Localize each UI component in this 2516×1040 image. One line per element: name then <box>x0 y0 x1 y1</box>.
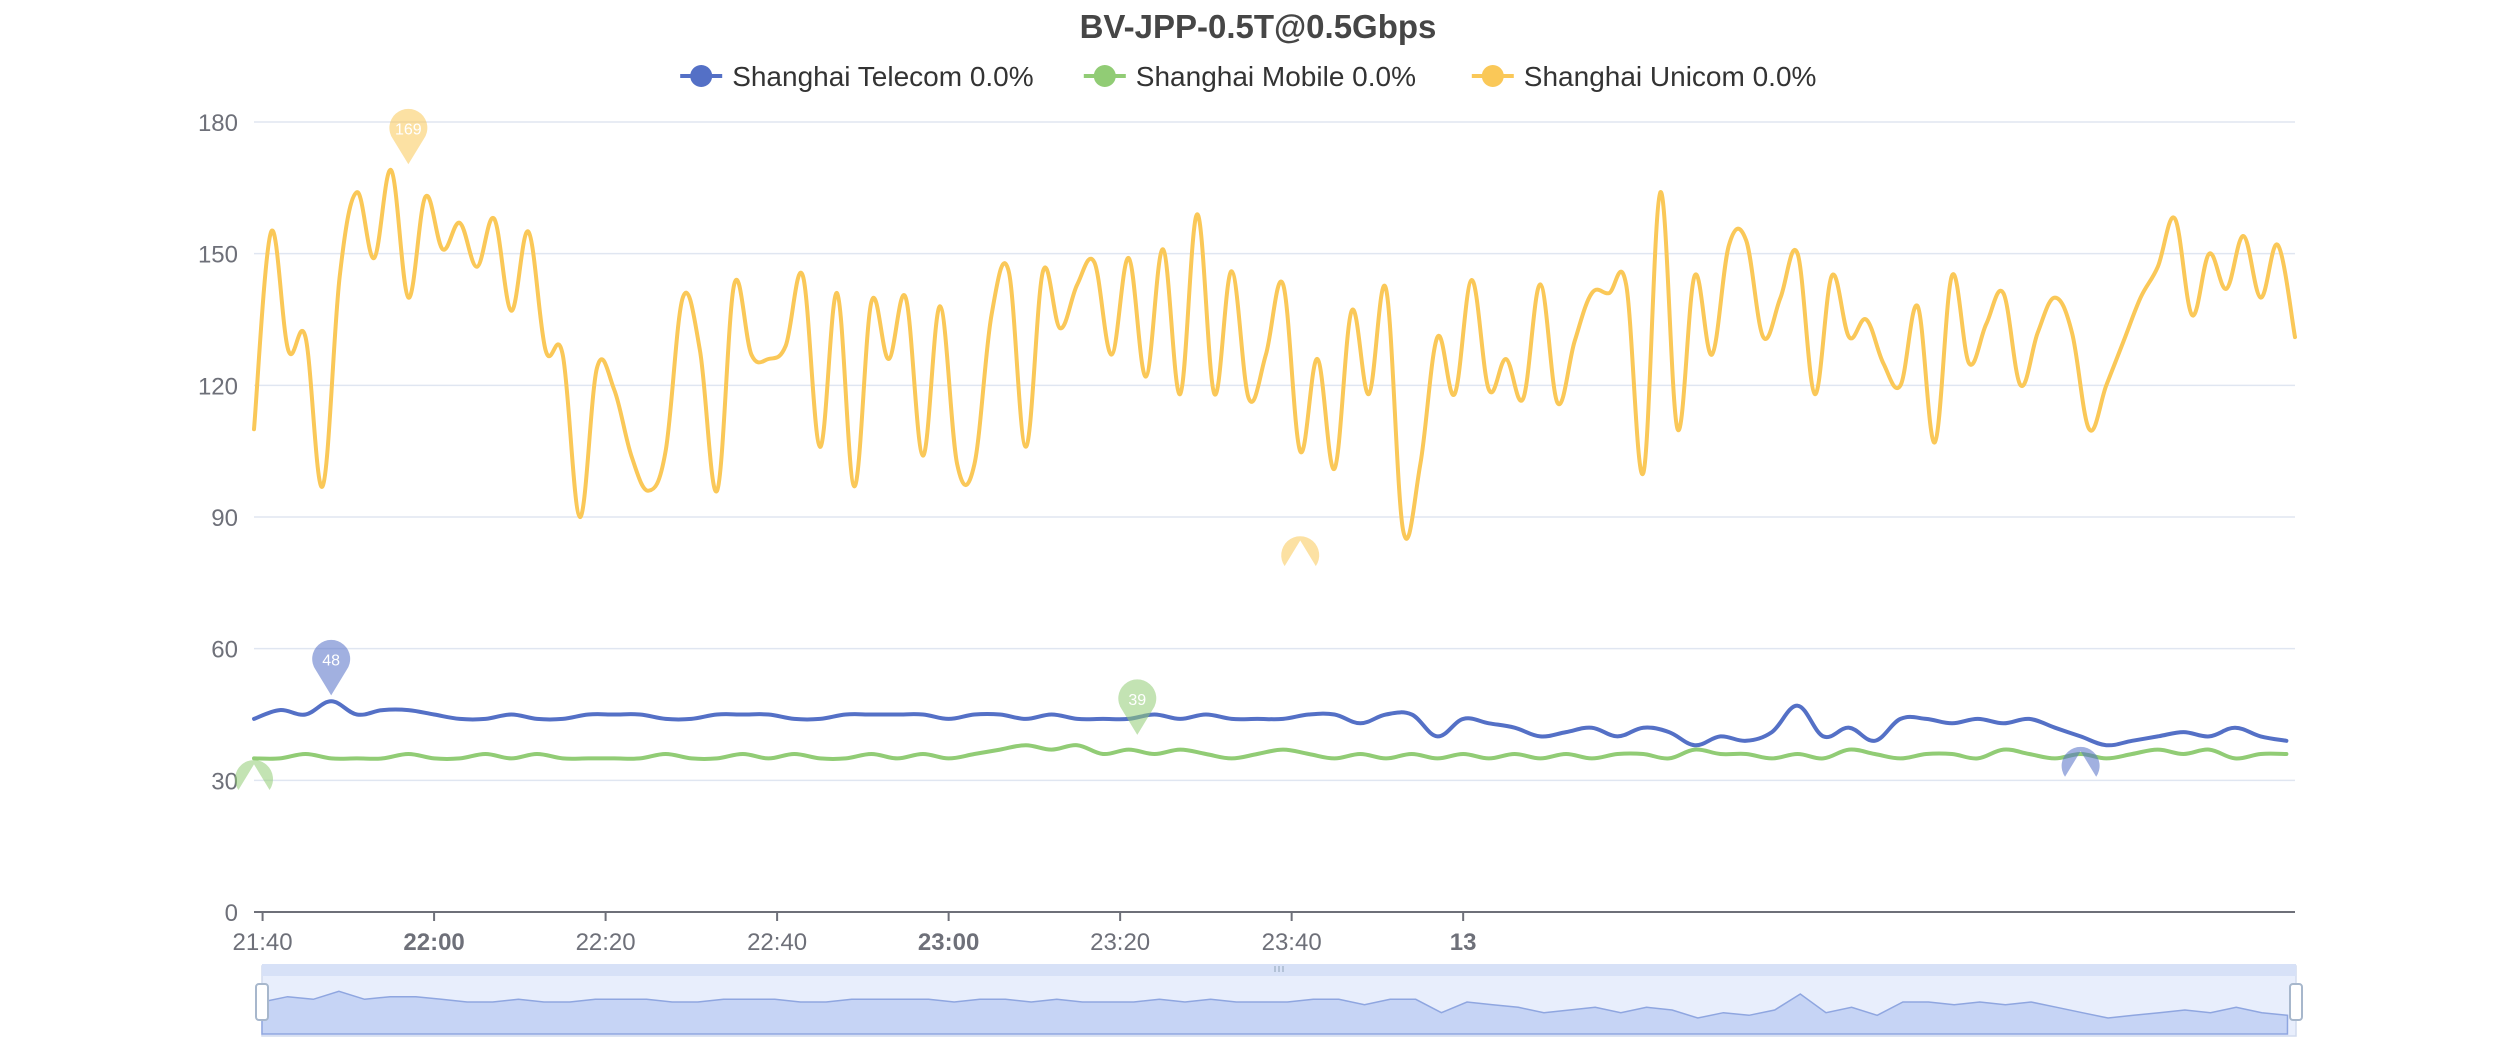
data-zoom-slider[interactable] <box>255 964 2303 1037</box>
marker-pin[interactable]: 169 <box>389 108 428 165</box>
legend-item[interactable]: Shanghai Unicom 0.0% <box>1471 61 1817 92</box>
chart-title: BV-JPP-0.5T@0.5Gbps <box>1080 8 1437 45</box>
y-axis: 0 30 60 90 120 150 180 <box>198 110 238 927</box>
marker-pin-shape <box>234 760 273 790</box>
legend-dot-icon <box>1481 65 1504 87</box>
legend-item[interactable]: Shanghai Mobile 0.0% <box>1083 61 1416 92</box>
legend-dot-icon <box>690 65 713 87</box>
x-axis: 21:40 22:00 22:20 22:40 23:00 23:20 23:40 13 <box>233 912 1477 956</box>
marker-pin-shape <box>1281 536 1320 567</box>
marker-pin-label: 169 <box>395 121 422 138</box>
marker-pin-label: 48 <box>322 652 340 669</box>
marker-pin-shape <box>389 108 428 165</box>
y-tick-label: 30 <box>211 768 238 795</box>
x-tick-label: 22:40 <box>747 929 807 956</box>
marker-pin-label: 39 <box>1128 692 1146 709</box>
x-tick-label: 23:20 <box>1090 929 1150 956</box>
series-line <box>252 743 2289 761</box>
zoom-right-handle[interactable] <box>2289 983 2303 1021</box>
series-lines <box>252 168 2297 761</box>
x-tick-label: 21:40 <box>233 929 293 956</box>
legend-dot-icon <box>1093 65 1116 87</box>
marker-pin-label: 86 <box>1291 570 1309 587</box>
x-tick-label: 23:40 <box>1262 929 1322 956</box>
chart-legend: Shanghai Telecom 0.0% Shanghai Mobile 0.0… <box>680 61 1816 92</box>
y-tick-label: 180 <box>198 110 238 137</box>
x-tick-label: 22:20 <box>576 929 636 956</box>
legend-label: Shanghai Telecom 0.0% <box>732 61 1033 92</box>
marker-pin-shape <box>312 639 351 696</box>
legend-item[interactable]: Shanghai Telecom 0.0% <box>680 61 1034 92</box>
series-line <box>252 168 2297 541</box>
y-tick-label: 0 <box>225 900 238 927</box>
x-tick-label: 22:00 <box>403 929 464 956</box>
legend-label: Shanghai Unicom 0.0% <box>1524 61 1817 92</box>
y-tick-label: 60 <box>211 637 238 664</box>
extreme-markers: 48 38 35 39 169 86 <box>234 108 2100 810</box>
marker-pin-label: 35 <box>245 793 263 810</box>
marker-pin[interactable]: 38 <box>2061 746 2100 797</box>
y-tick-label: 90 <box>211 505 238 532</box>
zoom-preview-area <box>261 990 2289 1035</box>
y-tick-label: 150 <box>198 242 238 269</box>
x-tick-label: 23:00 <box>918 929 979 956</box>
marker-pin[interactable]: 86 <box>1281 536 1320 587</box>
y-gridlines <box>254 121 2295 913</box>
series-line <box>252 699 2289 748</box>
marker-pin[interactable]: 39 <box>1118 679 1157 735</box>
x-tick-label: 13 <box>1450 929 1477 956</box>
y-tick-label: 120 <box>198 373 238 400</box>
marker-pin-shape <box>2061 746 2100 777</box>
marker-pin[interactable]: 35 <box>234 760 273 810</box>
legend-label: Shanghai Mobile 0.0% <box>1136 61 1416 92</box>
marker-pin[interactable]: 48 <box>312 639 351 696</box>
zoom-left-handle[interactable] <box>255 983 269 1021</box>
marker-pin-shape <box>1118 679 1157 735</box>
marker-pin-label: 38 <box>2072 780 2090 797</box>
